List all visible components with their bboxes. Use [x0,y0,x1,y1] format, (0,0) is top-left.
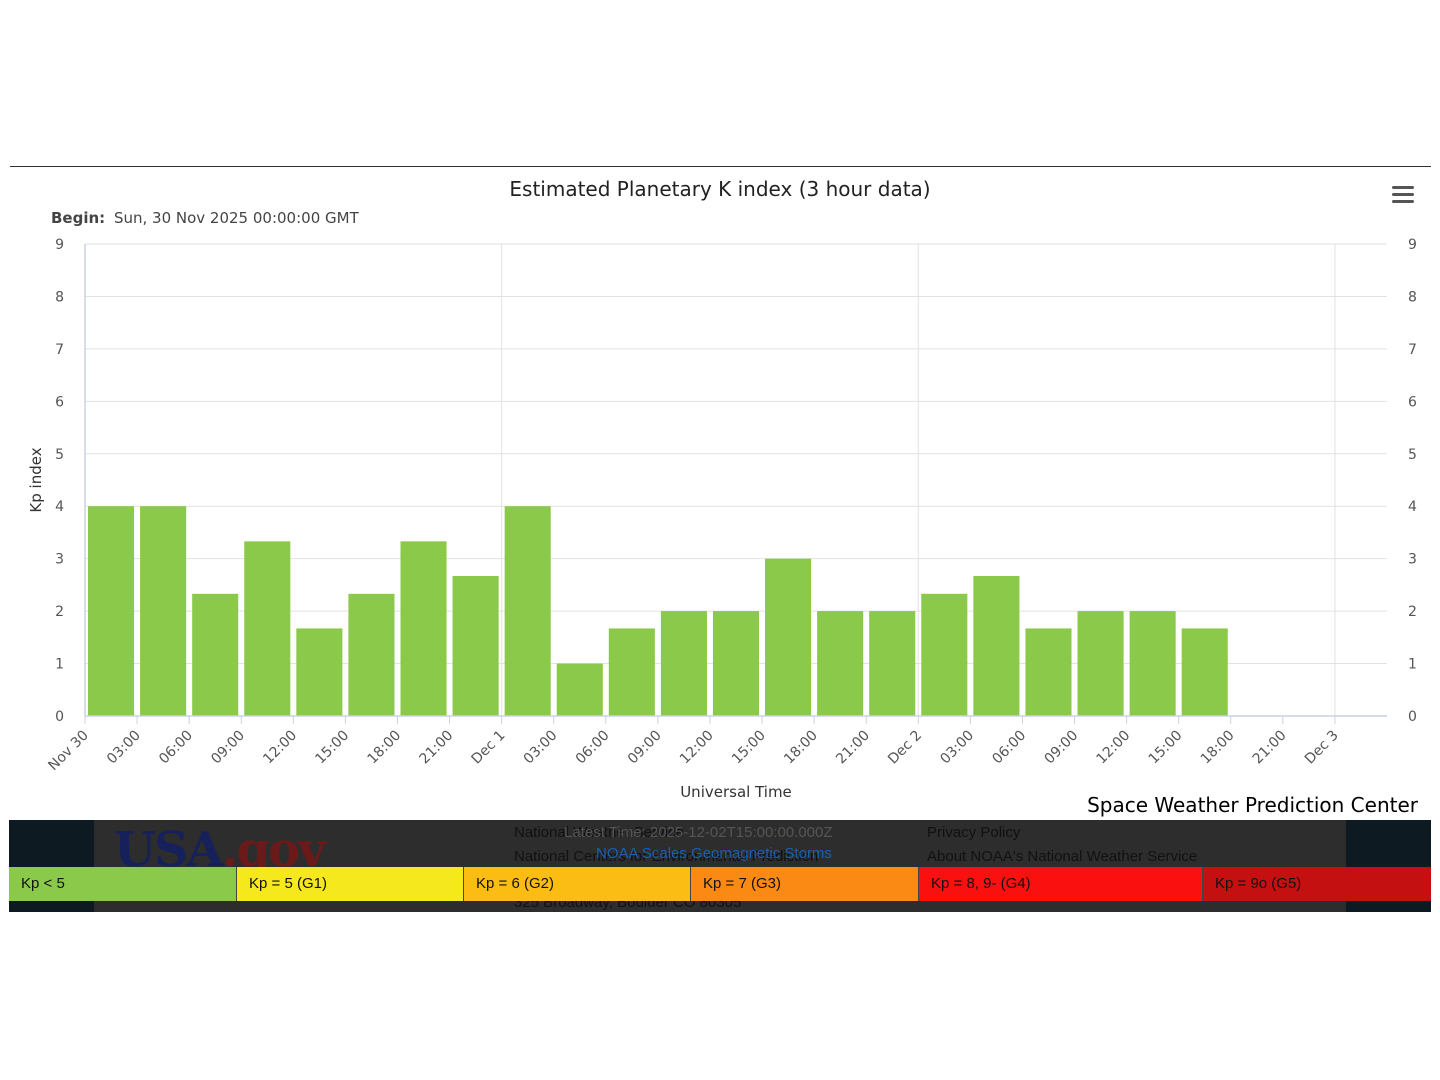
x-tick-label: 03:00 [937,728,977,768]
x-tick-label: 18:00 [781,728,821,768]
kp-bar [1025,628,1072,716]
kp-bar [1077,611,1124,716]
kp-bar [88,506,135,716]
kp-bar [504,506,551,716]
menu-icon-line [1392,200,1414,203]
chart-subtitle: Begin: Sun, 30 Nov 2025 00:00:00 GMT [51,209,360,227]
y-tick-label-right: 6 [1408,394,1417,410]
kp-bar [556,663,603,716]
y-tick-label-right: 0 [1408,709,1417,725]
y-tick-label: 0 [55,709,64,725]
geomagnetic-scale-legend: Kp < 5 Kp = 5 (G1) Kp = 6 (G2) Kp = 7 (G… [9,867,1431,901]
x-tick-label: 12:00 [1094,728,1134,768]
y-tick-label: 7 [55,342,64,358]
top-divider [10,166,1431,167]
x-axis-title: Universal Time [680,783,792,801]
scale-cell-g5: Kp = 9o (G5) [1203,867,1431,901]
subtitle-value: Sun, 30 Nov 2025 00:00:00 GMT [114,209,360,227]
kp-bar [400,541,447,716]
kp-bar [140,506,187,716]
kp-bar [296,628,343,716]
y-tick-label-right: 2 [1408,604,1417,620]
x-tick-label: 06:00 [989,728,1029,768]
x-tick-label: 18:00 [1198,728,1238,768]
x-tick-label: 21:00 [833,728,873,768]
y-tick-label-right: 3 [1408,552,1417,568]
x-tick-label: Dec 3 [1302,728,1342,768]
bars [88,506,1228,716]
x-tick-label: 06:00 [573,728,613,768]
footer-line-1: National Weather Service [514,824,684,841]
y-tick-label: 2 [55,604,64,620]
x-tick-label: Nov 30 [45,728,91,774]
subtitle-label: Begin: [51,209,105,227]
y-tick-label-right: 1 [1408,657,1417,673]
kp-bar [244,541,291,716]
x-tick-label: 12:00 [677,728,717,768]
y-tick-label: 9 [55,237,64,253]
y-tick-label: 6 [55,394,64,410]
scale-cell-g4: Kp = 8, 9- (G4) [919,867,1203,901]
scale-cell-kp-lt5: Kp < 5 [9,867,237,901]
about-nws-link[interactable]: About NOAA's National Weather Service [927,848,1198,865]
x-tick-label: 09:00 [625,728,665,768]
kp-bar [817,611,864,716]
kp-bar [765,558,812,716]
y-tick-label-right: 5 [1408,447,1417,463]
y-tick-label: 1 [55,657,64,673]
kp-bar [348,593,395,716]
x-tick-label: 15:00 [1146,728,1186,768]
scale-cell-g1: Kp = 5 (G1) [237,867,464,901]
chart-menu-button[interactable] [1388,182,1420,210]
kp-chart: 0 0 1 1 2 2 3 3 4 4 5 5 6 6 7 7 8 8 9 9 Nov 30 03:00 06:00 09:0… [27,177,1420,801]
x-tick-label: 21:00 [417,728,457,768]
scale-cell-g3: Kp = 7 (G3) [691,867,919,901]
kp-bar [712,611,760,716]
y-tick-label-right: 4 [1408,499,1417,515]
scale-cell-g2: Kp = 6 (G2) [464,867,691,901]
kp-bar [452,575,499,716]
latest-time-text: Latest Time: 2025-12-02T15:00:00.000Z [564,824,833,841]
menu-icon-line [1392,193,1414,196]
footer-line-2: National Centers for Environmental Predi… [514,848,819,865]
x-tick-label: 12:00 [260,728,300,768]
kp-bar [608,628,655,716]
menu-icon [1392,186,1414,189]
noaa-scales-link[interactable]: NOAA Scales Geomagnetic Storms [596,845,832,862]
x-tick-label: 06:00 [156,728,196,768]
x-tick-label: 21:00 [1250,728,1290,768]
kp-bar [660,611,707,716]
x-tick-label: 15:00 [729,728,769,768]
x-tick-label: Dec 2 [885,728,925,768]
x-tick-label: 09:00 [208,728,248,768]
y-tick-label: 3 [55,552,64,568]
x-tick-label: Dec 1 [469,728,509,768]
y-axis-title: Kp index [27,447,45,512]
y-tick-label: 4 [55,499,64,515]
kp-bar [1181,628,1228,716]
y-tick-label-right: 9 [1408,237,1417,253]
credit-label: Space Weather Prediction Center [1087,793,1418,817]
chart-title: Estimated Planetary K index (3 hour data… [509,177,930,201]
kp-bar [921,593,968,716]
kp-bar [192,593,239,716]
kp-bar [973,575,1020,716]
y-tick-label: 8 [55,289,64,305]
x-tick-label: 09:00 [1041,728,1081,768]
x-tick-label: 03:00 [104,728,144,768]
y-tick-label-right: 7 [1408,342,1417,358]
y-tick-label-right: 8 [1408,289,1417,305]
x-tick-label: 15:00 [312,728,352,768]
kp-bar [1129,611,1176,716]
y-tick-label: 5 [55,447,64,463]
kp-bar [869,611,916,716]
privacy-policy-link[interactable]: Privacy Policy [927,824,1021,841]
x-tick-label: 03:00 [521,728,561,768]
x-tick-label: 18:00 [364,728,404,768]
